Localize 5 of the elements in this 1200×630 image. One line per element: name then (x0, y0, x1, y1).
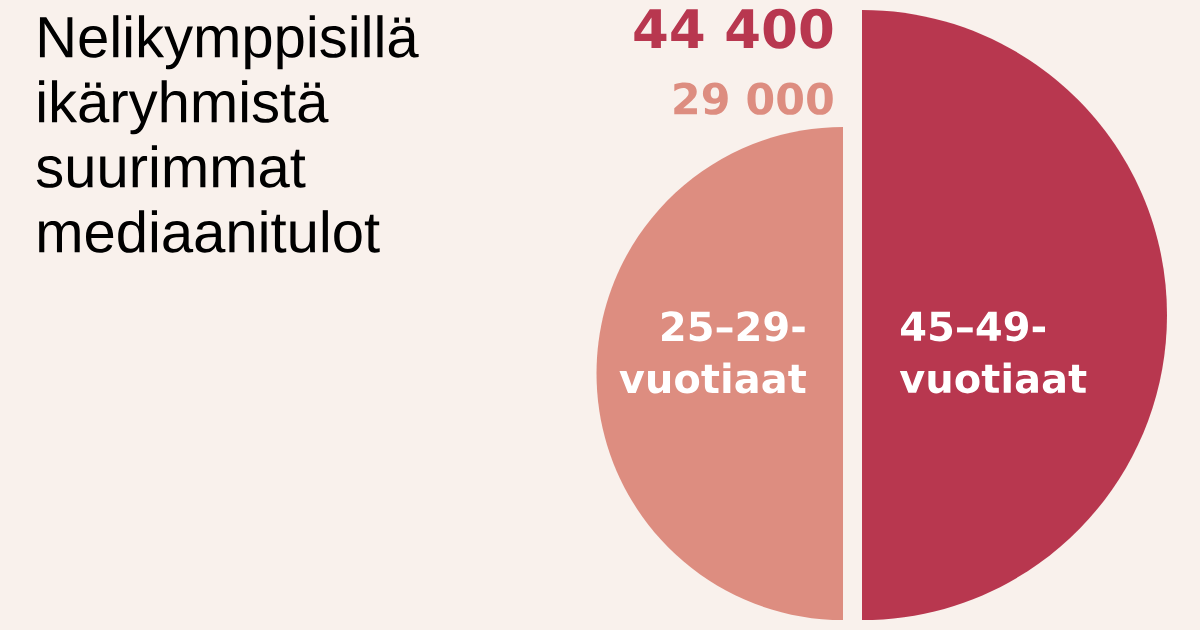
data-label: 29 000 (674, 82, 833, 115)
category-label: 25–29-vuotiaat (619, 311, 806, 394)
category-label: 45–49-vuotiaat (899, 311, 1087, 394)
text: Nelikymppisillä ikäryhmistä suurimmat mediaanitulot (36, 15, 419, 253)
data-label: 44 400 (634, 8, 833, 49)
